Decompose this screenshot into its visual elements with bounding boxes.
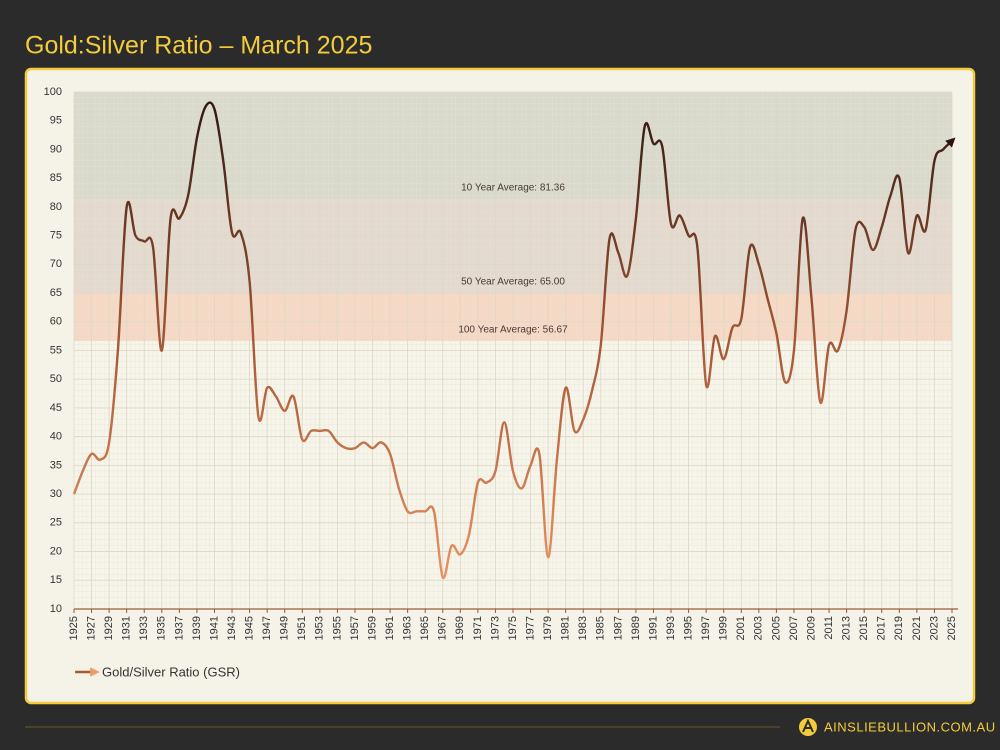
y-tick-label: 15 — [50, 574, 62, 586]
y-tick-label: 30 — [50, 488, 62, 500]
x-tick-label: 1989 — [630, 616, 642, 640]
series-line — [72, 101, 956, 580]
x-tick-label: 1983 — [577, 616, 589, 640]
brand-logo-mark — [802, 718, 814, 733]
chart-title: Gold:Silver Ratio – March 2025 — [25, 32, 372, 60]
x-tick-label: 1967 — [437, 616, 449, 640]
y-tick-label: 60 — [50, 316, 62, 328]
x-tick-label: 1937 — [173, 616, 185, 640]
x-tick-label: 1961 — [384, 616, 396, 640]
x-tick-label: 2019 — [893, 616, 905, 640]
legend-label: Gold/Silver Ratio (GSR) — [102, 664, 240, 679]
x-tick-label: 1951 — [296, 616, 308, 640]
x-tick-label: 1941 — [208, 616, 220, 640]
y-tick-label: 55 — [50, 344, 62, 356]
y-tick-label: 40 — [50, 431, 62, 443]
y-tick-label: 90 — [50, 143, 62, 155]
average-label: 100 Year Average: 56.67 — [458, 325, 568, 336]
y-tick-label: 50 — [50, 373, 62, 385]
x-tick-label: 1929 — [103, 616, 115, 640]
y-tick-label: 65 — [50, 287, 62, 299]
x-tick-label: 1995 — [683, 616, 695, 640]
x-tick-label: 1987 — [612, 616, 624, 640]
x-tick-label: 2017 — [876, 616, 888, 640]
x-tick-label: 1973 — [489, 616, 501, 640]
x-tick-label: 2005 — [770, 616, 782, 640]
x-tick-label: 1949 — [279, 616, 291, 640]
x-tick-label: 2023 — [928, 616, 940, 640]
x-tick-label: 1953 — [314, 616, 326, 640]
x-tick-label: 2015 — [858, 616, 870, 640]
x-tick-label: 1933 — [138, 616, 150, 640]
x-tick-label: 1979 — [542, 616, 554, 640]
x-tick-label: 2021 — [911, 616, 923, 640]
y-tick-label: 80 — [50, 201, 62, 213]
x-tick-label: 1969 — [454, 616, 466, 640]
x-tick-label: 2011 — [823, 616, 835, 640]
x-tick-label: 1925 — [68, 616, 80, 640]
x-tick-label: 2009 — [805, 616, 817, 640]
y-tick-label: 10 — [50, 603, 62, 615]
x-tick-label: 1947 — [261, 616, 273, 640]
x-tick-label: 2025 — [946, 616, 958, 640]
x-tick-label: 1935 — [156, 616, 168, 640]
y-tick-label: 85 — [50, 172, 62, 184]
average-label: 10 Year Average: 81.36 — [461, 183, 565, 194]
x-tick-label: 1959 — [366, 616, 378, 640]
y-tick-label: 95 — [50, 115, 62, 127]
x-tick-label: 1945 — [244, 616, 256, 640]
y-tick-label: 75 — [50, 230, 62, 242]
x-tick-label: 1977 — [524, 616, 536, 640]
y-tick-label: 35 — [50, 459, 62, 471]
x-tick-label: 1981 — [560, 616, 572, 640]
x-tick-label: 1939 — [191, 616, 203, 640]
x-tick-label: 1997 — [700, 616, 712, 640]
x-tick-label: 1991 — [647, 616, 659, 640]
x-tick-label: 1927 — [85, 616, 97, 640]
brand-text: AINSLIEBULLION.COM.AU — [824, 719, 996, 734]
x-tick-label: 1955 — [331, 616, 343, 640]
x-tick-label: 2007 — [788, 616, 800, 640]
y-tick-label: 20 — [50, 545, 62, 557]
x-tick-label: 1957 — [349, 616, 361, 640]
x-tick-label: 1999 — [718, 616, 730, 640]
x-tick-label: 1975 — [507, 616, 519, 640]
x-tick-label: 1971 — [472, 616, 484, 640]
x-tick-label: 2001 — [735, 616, 747, 640]
y-tick-label: 25 — [50, 517, 62, 529]
y-tick-label: 100 — [44, 86, 62, 98]
x-tick-label: 1943 — [226, 616, 238, 640]
plot-area: 1015202530354045505560657075808590951001… — [44, 86, 958, 679]
x-tick-label: 1931 — [121, 616, 133, 640]
x-tick-label: 1993 — [665, 616, 677, 640]
x-tick-label: 1965 — [419, 616, 431, 640]
x-tick-label: 1963 — [402, 616, 414, 640]
x-tick-label: 2013 — [841, 616, 853, 640]
x-tick-label: 2003 — [753, 616, 765, 640]
y-tick-label: 70 — [50, 258, 62, 270]
average-label: 50 Year Average: 65.00 — [461, 277, 565, 288]
x-tick-label: 1985 — [595, 616, 607, 640]
y-tick-label: 45 — [50, 402, 62, 414]
